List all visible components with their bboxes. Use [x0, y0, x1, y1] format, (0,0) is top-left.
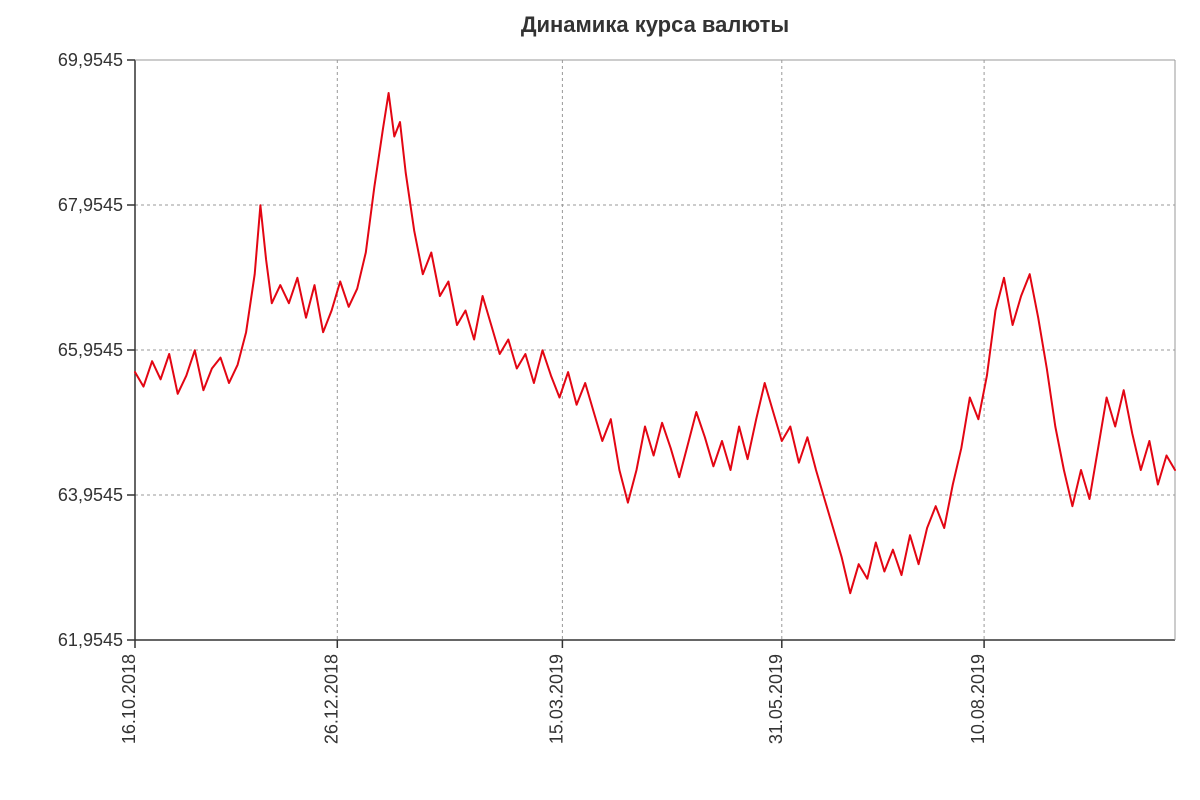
currency-rate-line-chart: Динамика курса валюты 61,9545 63,9545 65,95…	[0, 0, 1200, 800]
y-axis-label: 67,9545	[58, 195, 123, 215]
x-axis-label: 26.12.2018	[321, 654, 341, 744]
chart-container: Динамика курса валюты 61,9545 63,9545 65,95…	[0, 0, 1200, 800]
y-axis-label: 65,9545	[58, 340, 123, 360]
y-axis-label: 61,9545	[58, 630, 123, 650]
x-axis-label: 16.10.2018	[119, 654, 139, 744]
x-axis-label: 15.03.2019	[546, 654, 566, 744]
x-axis-label: 31.05.2019	[766, 654, 786, 744]
y-axis-label: 63,9545	[58, 485, 123, 505]
currency-rate-series	[135, 93, 1175, 593]
chart-title: Динамика курса валюты	[521, 12, 789, 37]
y-axis-label: 69,9545	[58, 50, 123, 70]
x-axis-label: 10.08.2019	[968, 654, 988, 744]
